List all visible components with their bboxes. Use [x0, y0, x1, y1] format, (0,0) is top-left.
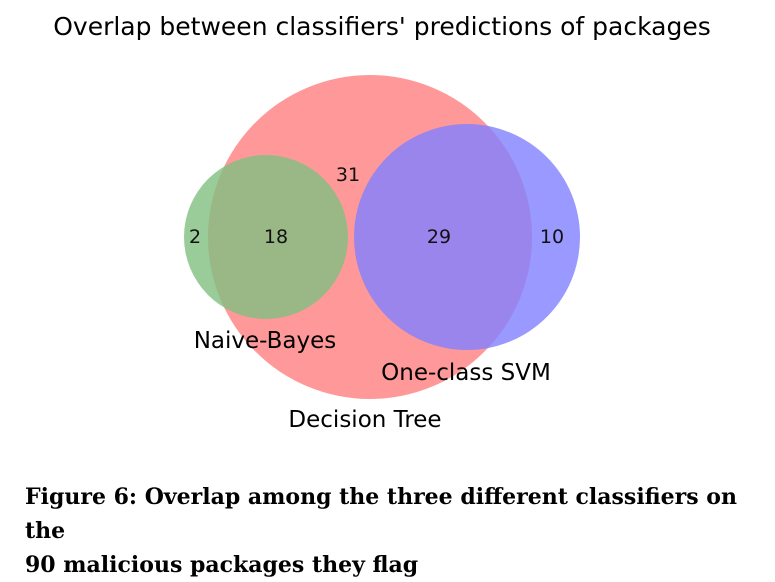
one-class-svm-circle [354, 124, 580, 350]
count-naive-bayes-only: 2 [189, 226, 201, 248]
count-decision-tree-only: 31 [336, 164, 360, 186]
caption-line-1: Figure 6: Overlap among the three differ… [25, 484, 737, 544]
count-naive-bayes-decision-tree: 18 [264, 226, 288, 248]
caption-line-2: 90 malicious packages they flag [25, 552, 419, 578]
count-decision-tree-one-class-svm: 29 [427, 226, 451, 248]
label-one-class-svm: One-class SVM [381, 360, 551, 386]
label-decision-tree: Decision Tree [288, 407, 441, 433]
venn-diagram: Overlap between classifiers' predictions… [53, 12, 711, 433]
figure-caption: Figure 6: Overlap among the three differ… [25, 480, 755, 582]
chart-title: Overlap between classifiers' predictions… [53, 12, 711, 41]
naive-bayes-circle [184, 155, 348, 319]
count-one-class-svm-only: 10 [540, 226, 564, 248]
label-naive-bayes: Naive-Bayes [194, 328, 337, 354]
